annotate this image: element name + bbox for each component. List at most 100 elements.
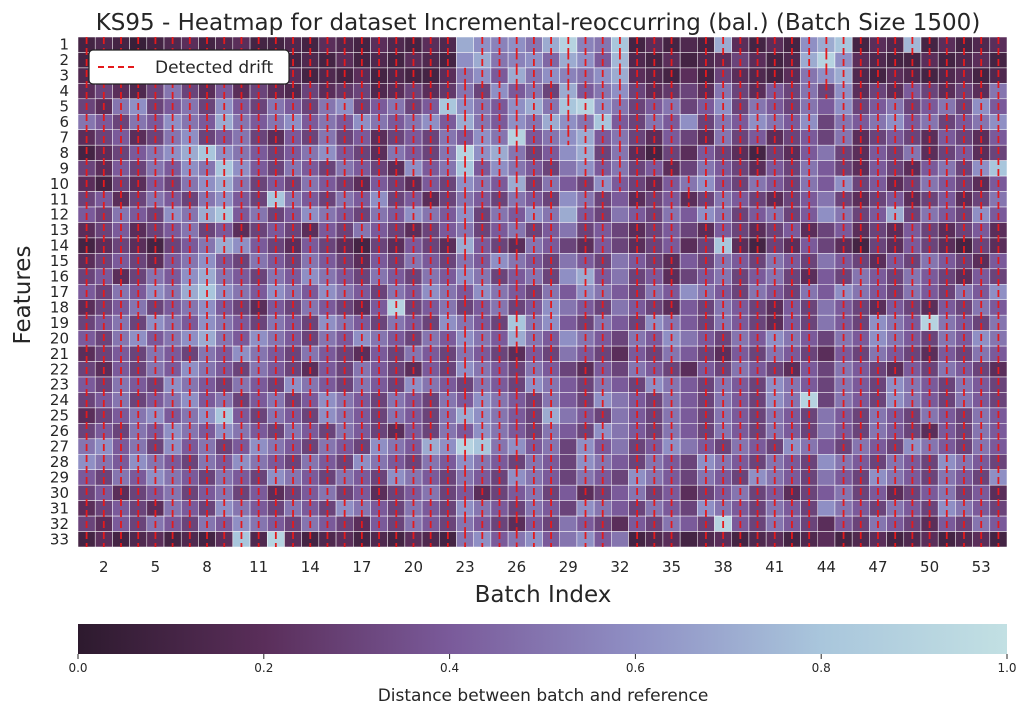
y-tick-label: 27	[50, 438, 69, 456]
colorbar-ticks: 0.0 0.2 0.4 0.6 0.8 1.0	[68, 654, 1017, 675]
y-tick-label: 1	[59, 36, 69, 54]
x-tick-label: 50	[920, 558, 939, 576]
heatmap-cell	[559, 144, 578, 161]
heatmap-cell	[611, 268, 629, 285]
heatmap-cell	[559, 454, 578, 470]
heatmap-cell	[817, 284, 836, 300]
x-tick-label: 26	[507, 558, 526, 576]
heatmap-cell	[559, 175, 578, 192]
heatmap-cell	[817, 222, 836, 239]
y-tick-label: 23	[50, 376, 69, 394]
heatmap-cell	[559, 531, 578, 548]
legend-label: Detected drift	[155, 58, 274, 78]
heatmap-cell	[611, 299, 629, 316]
heatmap-cell	[559, 237, 578, 254]
heatmap-cell	[817, 330, 836, 347]
heatmap-cell	[679, 222, 698, 239]
x-axis-label: Batch Index	[475, 582, 612, 608]
y-tick-label: 26	[50, 422, 69, 440]
heatmap-cell	[559, 392, 578, 409]
heatmap-cell	[817, 407, 836, 424]
heatmap-cell	[679, 268, 698, 285]
heatmap-cell	[817, 500, 836, 517]
heatmap-cell	[679, 36, 698, 53]
heatmap-cell	[559, 361, 578, 378]
heatmap-cell	[559, 330, 578, 347]
heatmap-cell	[817, 361, 836, 378]
y-tick-label: 7	[59, 128, 69, 146]
heatmap-cell	[611, 376, 629, 393]
heatmap-cell	[559, 515, 578, 532]
heatmap-cell	[559, 407, 578, 424]
heatmap-cell	[817, 515, 836, 532]
y-tick-label: 20	[50, 329, 69, 347]
y-tick-label: 3	[59, 67, 69, 85]
y-tick-label: 30	[50, 484, 69, 502]
heatmap-cell	[611, 314, 629, 331]
heatmap-cell	[456, 52, 474, 69]
heatmap-cell	[817, 454, 836, 470]
x-tick-label: 32	[610, 558, 629, 576]
heatmap-cell	[817, 268, 836, 285]
heatmap-cell	[817, 114, 836, 130]
heatmap-cell	[559, 160, 578, 177]
heatmap-cell	[679, 237, 698, 254]
x-tick-label: 17	[352, 558, 371, 576]
heatmap-cell	[559, 299, 578, 316]
heatmap-cell	[679, 500, 698, 517]
x-tick-label: 47	[868, 558, 887, 576]
colorbar-tick-label: 0.4	[440, 661, 459, 675]
heatmap-cell	[817, 376, 836, 393]
heatmap-cell	[817, 531, 836, 548]
heatmap-cell	[817, 299, 836, 316]
y-tick-label: 19	[50, 314, 69, 332]
heatmap-cell	[679, 407, 698, 424]
heatmap-cell	[817, 314, 836, 331]
heatmap-cell	[611, 438, 629, 455]
heatmap-cell	[611, 237, 629, 254]
heatmap-cell	[817, 129, 836, 146]
heatmap-cell	[559, 314, 578, 331]
y-tick-label: 6	[59, 113, 69, 131]
heatmap-cell	[611, 454, 629, 470]
heatmap-cell	[559, 500, 578, 517]
colorbar-tick-label: 0.6	[626, 661, 645, 675]
heatmap-cell	[679, 376, 698, 393]
x-tick-label: 20	[404, 558, 423, 576]
heatmap-cell	[817, 160, 836, 177]
heatmap-cell	[679, 83, 698, 100]
x-tick-label: 2	[99, 558, 109, 576]
heatmap-cell	[611, 253, 629, 270]
y-tick-label: 18	[50, 298, 69, 316]
y-tick-label: 25	[50, 407, 69, 425]
y-axis-label: Features	[10, 246, 36, 345]
heatmap-cell	[679, 361, 698, 378]
heatmap-cell	[679, 284, 698, 300]
heatmap-cell	[611, 484, 629, 501]
heatmap-cell	[817, 423, 836, 440]
heatmap-cell	[817, 253, 836, 270]
heatmap-cell	[679, 454, 698, 470]
heatmap-cell	[817, 98, 836, 115]
heatmap-cell	[611, 330, 629, 347]
heatmap-cell	[817, 438, 836, 455]
heatmap-cell	[679, 484, 698, 501]
heatmap-cell	[611, 206, 629, 223]
heatmap-cell	[679, 67, 698, 84]
y-axis-ticks: 1234567891011121314151617181920212223242…	[50, 36, 69, 549]
heatmap-cell	[611, 407, 629, 424]
x-axis-ticks: 2 5 8 11 14 17 20 23 26 29 32 35 38 41 44 47 50 53	[99, 558, 991, 576]
heatmap-cell	[559, 191, 578, 208]
heatmap-cell	[611, 222, 629, 239]
y-tick-label: 2	[59, 51, 69, 69]
heatmap-cell	[559, 376, 578, 393]
heatmap-cell	[679, 114, 698, 130]
y-tick-label: 28	[50, 453, 69, 471]
heatmap-cell	[679, 253, 698, 270]
x-tick-label: 41	[765, 558, 784, 576]
heatmap-cell	[611, 423, 629, 440]
y-tick-label: 15	[50, 252, 69, 270]
y-tick-label: 5	[59, 98, 69, 116]
colorbar-tick-label: 0.0	[68, 661, 87, 675]
